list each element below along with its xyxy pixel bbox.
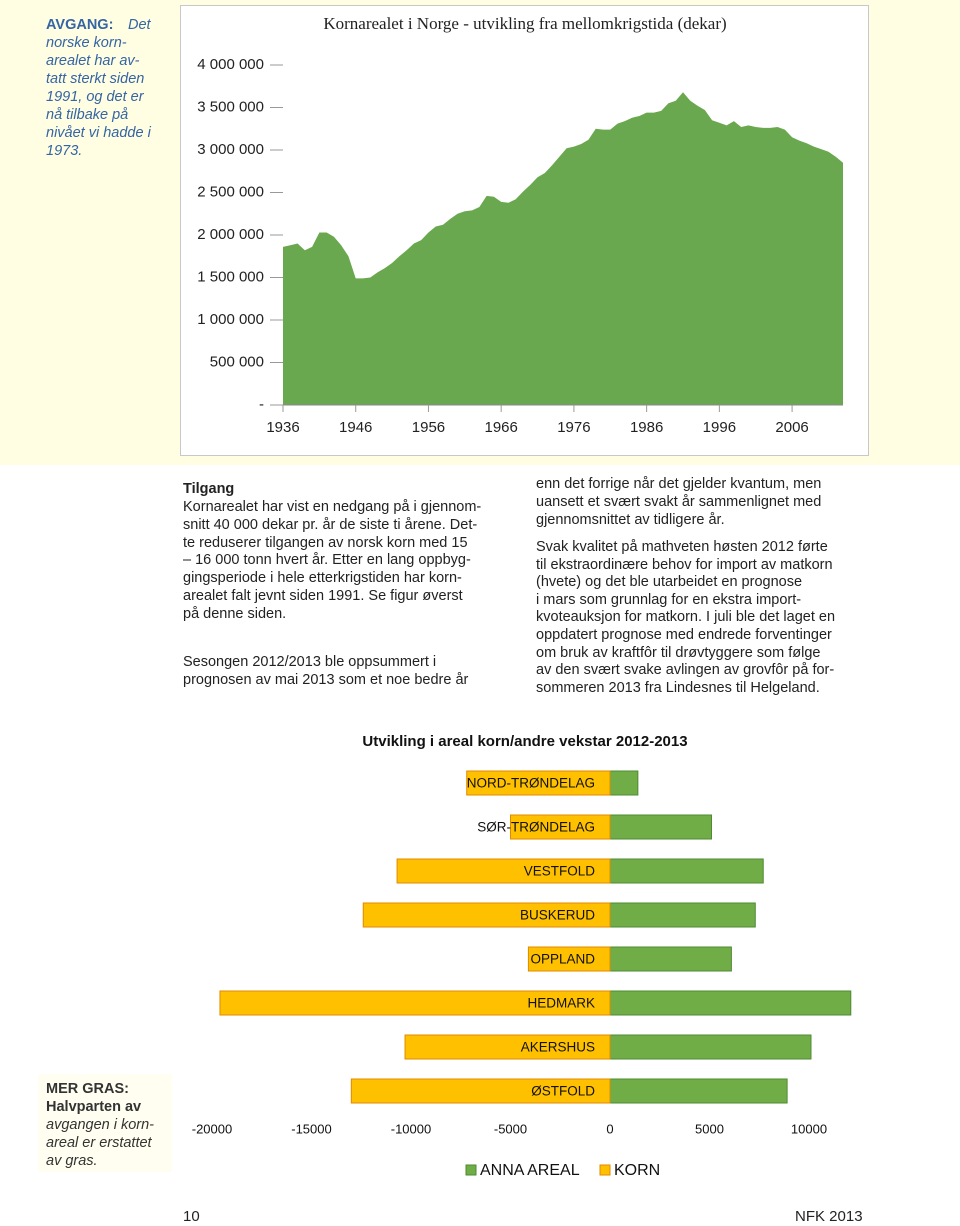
y-tick-label: 4 000 000 [197, 56, 264, 73]
category-label: NORD-TRØNDELAG [467, 776, 595, 791]
x-tick-label: 5000 [695, 1121, 724, 1136]
bar [609, 1078, 788, 1104]
y-tick-label: - [259, 396, 264, 413]
text-line: 1973. [46, 143, 83, 159]
text-line: arealet har av- [46, 53, 140, 69]
text-line: tatt sterkt siden [46, 71, 145, 87]
sidebar-label: MER GRAS: [46, 1081, 129, 1097]
bar [527, 946, 611, 972]
bar [404, 1034, 611, 1060]
x-tick-label: 1966 [484, 419, 517, 436]
x-tick-label: 10000 [791, 1121, 827, 1136]
bar [609, 770, 639, 796]
category-label: AKERSHUS [521, 1040, 595, 1055]
x-tick-label: 1976 [557, 419, 590, 436]
x-tick-label: -10000 [391, 1121, 431, 1136]
bar [609, 814, 712, 840]
legend-swatch [599, 1164, 611, 1176]
text-line: (hvete) og det ble utarbeidet en prognos… [536, 574, 803, 591]
text-line: Svak kvalitet på mathveten høsten 2012 f… [536, 539, 828, 555]
text-line: norske korn- [46, 35, 127, 51]
text-line: nivået vi hadde i [46, 125, 151, 141]
x-tick-label: 1956 [412, 419, 445, 436]
category-label: SØR-TRØNDELAG [477, 820, 595, 835]
text-line: i mars som grunnlag for en ekstra import… [536, 591, 802, 608]
text-line: nå tilbake på [46, 107, 129, 123]
chart-title: Kornarealet i Norge - utvikling fra mell… [323, 14, 726, 33]
bar [219, 990, 611, 1016]
side-box [38, 1074, 172, 1172]
y-tick-label: 3 000 000 [197, 141, 264, 158]
y-tick-label: 500 000 [210, 353, 264, 370]
text-line: kvoteauksjon for matkorn. I juli ble det… [536, 609, 836, 626]
bar [609, 902, 756, 928]
category-label: ØSTFOLD [531, 1084, 595, 1099]
text-line: gingsperiode i hele etterkrigstiden har … [183, 570, 462, 587]
text-line: enn det forrige når det gjelder kvantum,… [536, 476, 822, 492]
x-tick-label: 1936 [266, 419, 299, 436]
publisher: NFK 2013 [795, 1208, 863, 1225]
bar [609, 1034, 812, 1060]
text-line: Det [128, 17, 151, 33]
text-line: avgangen i korn- [46, 1117, 155, 1133]
text-line: arealet falt jevnt siden 1991. Se figur … [183, 588, 463, 604]
bar [609, 858, 764, 884]
text-line: areal er erstattet [46, 1135, 152, 1151]
text-line: prognosen av mai 2013 som et noe bedre å… [183, 672, 469, 688]
text-line: av den svært svake avlingen av grovfôr p… [536, 662, 835, 679]
legend-label: KORN [614, 1162, 660, 1179]
text-line: om bruk av kraftfôr til drøvtyggere som … [536, 644, 821, 661]
category-label: OPPLAND [530, 952, 595, 967]
text-line: snitt 40 000 dekar pr. år de siste ti år… [183, 516, 478, 533]
text-line: av gras. [46, 1153, 98, 1169]
text-line: Halvparten av [46, 1099, 142, 1115]
bar [362, 902, 611, 928]
category-label: BUSKERUD [520, 908, 595, 923]
x-tick-label: 1946 [339, 419, 372, 436]
legend-label: ANNA AREAL [480, 1162, 580, 1179]
y-tick-label: 3 500 000 [197, 98, 264, 115]
x-tick-label: 2006 [775, 419, 808, 436]
x-tick-label: -5000 [494, 1121, 527, 1136]
legend-swatch [465, 1164, 477, 1176]
text-line: til ekstraordinære behov for import av m… [536, 556, 833, 573]
text-line: uansett et svært svakt år sammenlignet m… [536, 493, 822, 510]
heading: Tilgang [183, 481, 235, 497]
bar [510, 814, 611, 840]
text-line: gjennomsnittet av tidligere år. [536, 511, 725, 528]
sidebar-label: AVGANG: [46, 17, 114, 33]
text-line: oppdatert prognose med endrede forventin… [536, 627, 832, 643]
chart-title: Utvikling i areal korn/andre vekstar 201… [362, 733, 687, 750]
bar [350, 1078, 611, 1104]
text-line: te reduserer tilgangen av norsk korn med… [183, 534, 468, 551]
area [283, 92, 843, 405]
page-number: 10 [183, 1208, 200, 1225]
text-line: på denne siden. [183, 605, 287, 622]
y-tick-label: 1 000 000 [197, 311, 264, 328]
bar [609, 990, 852, 1016]
text-line: 1991, og det er [46, 89, 144, 105]
y-tick-label: 2 500 000 [197, 183, 264, 200]
bar [396, 858, 611, 884]
category-label: VESTFOLD [524, 864, 596, 879]
text-line: – 16 000 tonn hvert år. Etter en lang op… [183, 552, 471, 569]
x-tick-label: 0 [606, 1121, 613, 1136]
x-tick-label: 1986 [630, 419, 663, 436]
category-label: HEDMARK [527, 996, 595, 1011]
text-line: Sesongen 2012/2013 ble oppsummert i [183, 654, 437, 670]
x-tick-label: -15000 [291, 1121, 331, 1136]
x-tick-label: 1996 [703, 419, 736, 436]
bar [609, 946, 732, 972]
bar [466, 770, 611, 796]
text-line: sommeren 2013 fra Lindesnes til Helgelan… [536, 679, 820, 696]
x-tick-label: -20000 [192, 1121, 232, 1136]
y-tick-label: 2 000 000 [197, 226, 264, 243]
y-tick-label: 1 500 000 [197, 268, 264, 285]
text-line: Kornarealet har vist en nedgang på i gje… [183, 499, 482, 515]
